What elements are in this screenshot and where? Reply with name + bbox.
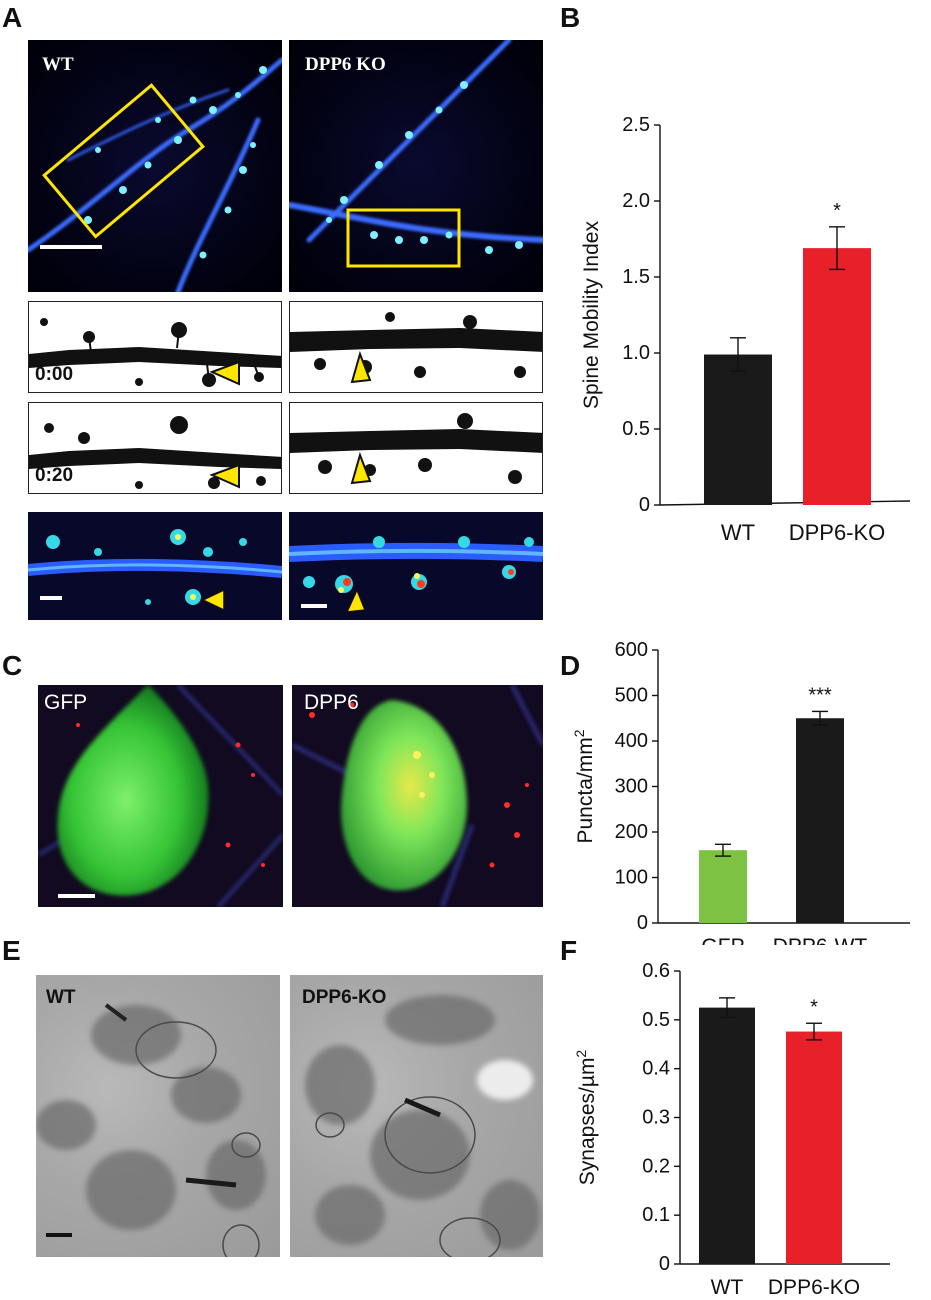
chart-f: 0 0.1 0.2 0.3 0.4 0.5 0.6 Synapses/µm2 WT * DPP6-K… (573, 960, 890, 1299)
panel-letter-d: D (560, 650, 581, 681)
y-tick-label: 0 (637, 912, 648, 934)
category-label: DPP6-KO (768, 1276, 860, 1299)
y-axis-label-sup: 2 (573, 1050, 589, 1058)
bar (699, 1007, 755, 1264)
em-wt-label: WT (46, 987, 76, 1008)
category-label: WT (721, 520, 755, 545)
panel-letter-a: A (2, 2, 23, 33)
dpp6-ko-dendrite-image: DPP6 KO (289, 40, 543, 292)
y-tick-label: 0.4 (642, 1058, 670, 1080)
panel-letter-c: C (2, 650, 23, 681)
significance-marker: * (833, 200, 841, 222)
heatmap-scale-bar-wt (40, 596, 62, 600)
y-tick-label: 0.5 (622, 418, 650, 440)
dpp6-ko-heatmap-drawing (289, 536, 543, 613)
wt-binary-t0-drawing (29, 318, 281, 387)
y-tick-label: 1.5 (622, 266, 650, 288)
bar (796, 718, 844, 923)
wt-dendrite-image: WT (28, 40, 282, 292)
wt-em-image: WT (36, 975, 280, 1257)
category-label: DPP6-KO (789, 520, 886, 545)
wt-binary-t0: 0:00 (28, 301, 282, 393)
wt-heatmap-image (28, 512, 282, 620)
em-scale-bar (46, 1233, 72, 1237)
category-label: GFP (701, 935, 744, 945)
scale-bar (40, 245, 102, 249)
y-tick-label: 2.5 (622, 114, 650, 136)
em-ko-label: DPP6-KO (302, 987, 387, 1008)
wt-binary-t20-drawing (29, 416, 281, 489)
y-tick-label: 100 (615, 867, 648, 889)
y-tick-label: 0.2 (642, 1155, 670, 1177)
y-tick-label: 200 (615, 821, 648, 843)
bar (786, 1031, 842, 1264)
cell-scale-bar (58, 894, 95, 898)
y-axis-label: Synapses/µm2 (573, 1050, 599, 1186)
y-tick-label: 300 (615, 776, 648, 798)
y-tick-label: 500 (615, 685, 648, 707)
dpp6-ko-label: DPP6 KO (305, 54, 386, 75)
dpp6-cell-image: DPP6 (292, 685, 543, 907)
dpp6-label: DPP6 (304, 691, 359, 714)
chart-d-layer: 0 100 200 300 400 500 600 Puncta/mm2 GFP *** DPP6-… (571, 639, 910, 945)
dpp6-ko-binary-t0-drawing (290, 312, 542, 384)
y-tick-label: 1.0 (622, 342, 650, 364)
dpp6-ko-binary-t0 (289, 301, 543, 393)
y-tick-label: 0.1 (642, 1204, 670, 1226)
dpp6-ko-em-image: DPP6-KO (290, 975, 543, 1257)
y-tick-label: 0.3 (642, 1107, 670, 1129)
dpp6-cell-drawing (292, 685, 543, 907)
y-tick-label: 0 (659, 1253, 670, 1275)
y-tick-label: 2.0 (622, 190, 650, 212)
wt-label: WT (42, 54, 74, 75)
chart-b: 0 0.5 1.0 1.5 2.0 2.5 Spine Mobility Index WT * D… (580, 114, 911, 545)
x-axis (659, 500, 911, 506)
bar (699, 850, 747, 923)
dpp6-ko-dendrite-drawing (289, 40, 543, 268)
panel-letter-f: F (560, 935, 578, 966)
chart-b-layer: 0 0.5 1.0 1.5 2.0 2.5 Spine Mobility Index WT * D… (580, 114, 911, 545)
time-label-end: 0:20 (35, 465, 74, 486)
dpp6-ko-binary-t20-drawing (290, 413, 542, 485)
bar (803, 248, 871, 505)
gfp-label: GFP (44, 691, 88, 714)
time-label-start: 0:00 (35, 364, 74, 385)
panel-letter-b: B (560, 2, 581, 33)
chart-d: 0 100 200 300 400 500 600 Puncta/mm2 GFP *** DPP6-… (571, 639, 910, 945)
y-axis-label-sup: 2 (571, 729, 587, 737)
wt-heatmap-drawing (28, 529, 282, 612)
significance-marker: * (810, 996, 818, 1018)
heatmap-scale-bar-ko (301, 604, 327, 608)
gfp-cell-drawing (38, 685, 283, 907)
wt-binary-t20: 0:20 (28, 402, 282, 494)
category-label: WT (711, 1276, 744, 1299)
wt-dendrite-drawing (28, 57, 282, 292)
y-tick-label: 0 (639, 494, 650, 516)
wt-em-drawing (36, 1003, 266, 1257)
y-axis-label: Spine Mobility Index (580, 221, 603, 409)
dpp6-ko-heatmap-image (289, 512, 543, 620)
bar (704, 354, 772, 505)
y-tick-label: 0.6 (642, 960, 670, 982)
y-tick-label: 400 (615, 730, 648, 752)
panel-letter-e: E (2, 935, 21, 966)
gfp-cell-image: GFP (38, 685, 283, 907)
dpp6-ko-binary-t20 (289, 402, 543, 494)
y-tick-label: 600 (615, 639, 648, 661)
dpp6-ko-em-drawing (305, 995, 540, 1257)
chart-f-layer: 0 0.1 0.2 0.3 0.4 0.5 0.6 Synapses/µm2 WT * DPP6-K… (573, 960, 890, 1299)
significance-marker: *** (808, 684, 832, 706)
category-label: DPP6-WT (773, 935, 868, 945)
y-tick-label: 0.5 (642, 1009, 670, 1031)
y-axis-label: Puncta/mm2 (571, 729, 597, 843)
